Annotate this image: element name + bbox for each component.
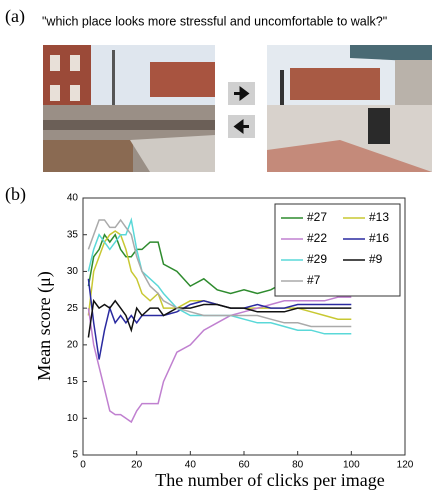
y-tick-label: 25: [67, 303, 79, 314]
legend-label: #7: [307, 273, 321, 287]
y-tick-label: 20: [67, 339, 79, 350]
y-tick-label: 40: [67, 193, 79, 204]
left-photo: [43, 45, 215, 172]
panel-label: (a): [5, 6, 25, 27]
x-tick-label: 60: [238, 460, 250, 471]
legend-label: #22: [307, 231, 327, 245]
legend-label: #16: [369, 231, 389, 245]
series-line: [87, 230, 352, 320]
y-tick-label: 35: [67, 229, 79, 240]
y-tick-label: 10: [67, 413, 79, 424]
x-axis-label: The number of clicks per image: [155, 470, 384, 490]
x-tick-label: 20: [131, 460, 143, 471]
right-photo: [267, 45, 432, 172]
series-line: [87, 298, 352, 338]
legend-label: #29: [307, 252, 327, 266]
y-axis-label: Mean score (μ): [34, 271, 55, 381]
series-line: [87, 217, 352, 335]
legend-label: #13: [369, 210, 389, 224]
arrow-buttons[interactable]: [228, 82, 255, 138]
x-tick-label: 100: [343, 460, 360, 471]
x-tick-label: 0: [80, 460, 86, 471]
y-tick-label: 15: [67, 376, 79, 387]
x-tick-label: 80: [292, 460, 304, 471]
series-line: [87, 218, 352, 328]
legend-label: #9: [369, 252, 383, 266]
series-line: [87, 296, 352, 424]
x-tick-label: 40: [185, 460, 197, 471]
y-tick-label: 30: [67, 266, 79, 277]
legend-label: #27: [307, 210, 327, 224]
x-tick-label: 120: [397, 460, 414, 471]
question: "which place looks more stressful and un…: [42, 14, 387, 28]
panel-label: (b): [5, 184, 26, 205]
y-tick-label: 5: [72, 450, 78, 461]
series-line: [87, 278, 352, 360]
